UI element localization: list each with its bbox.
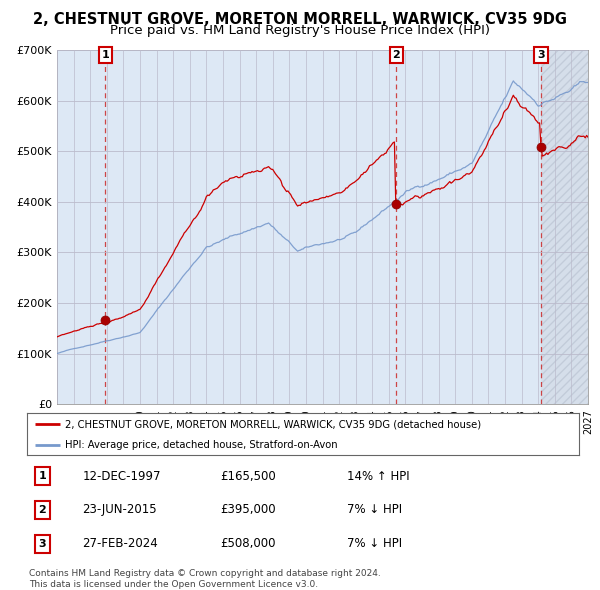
Text: Contains HM Land Registry data © Crown copyright and database right 2024.
This d: Contains HM Land Registry data © Crown c… bbox=[29, 569, 380, 589]
Text: £395,000: £395,000 bbox=[220, 503, 276, 516]
Text: 23-JUN-2015: 23-JUN-2015 bbox=[82, 503, 157, 516]
Text: 3: 3 bbox=[38, 539, 46, 549]
Text: 1: 1 bbox=[38, 471, 46, 481]
Text: 2, CHESTNUT GROVE, MORETON MORRELL, WARWICK, CV35 9DG: 2, CHESTNUT GROVE, MORETON MORRELL, WARW… bbox=[33, 12, 567, 27]
Text: HPI: Average price, detached house, Stratford-on-Avon: HPI: Average price, detached house, Stra… bbox=[65, 440, 337, 450]
Text: 2, CHESTNUT GROVE, MORETON MORRELL, WARWICK, CV35 9DG (detached house): 2, CHESTNUT GROVE, MORETON MORRELL, WARW… bbox=[65, 419, 481, 430]
Text: 7% ↓ HPI: 7% ↓ HPI bbox=[347, 503, 402, 516]
Text: 12-DEC-1997: 12-DEC-1997 bbox=[82, 470, 161, 483]
Text: £508,000: £508,000 bbox=[220, 537, 276, 550]
Text: 2: 2 bbox=[38, 505, 46, 515]
Text: 27-FEB-2024: 27-FEB-2024 bbox=[82, 537, 158, 550]
Text: 14% ↑ HPI: 14% ↑ HPI bbox=[347, 470, 410, 483]
Text: 7% ↓ HPI: 7% ↓ HPI bbox=[347, 537, 402, 550]
Text: 3: 3 bbox=[537, 50, 545, 60]
Text: 2: 2 bbox=[392, 50, 400, 60]
Bar bbox=[541, 50, 588, 404]
Text: 1: 1 bbox=[101, 50, 109, 60]
Text: £165,500: £165,500 bbox=[220, 470, 276, 483]
Bar bbox=[541, 50, 588, 404]
Text: Price paid vs. HM Land Registry's House Price Index (HPI): Price paid vs. HM Land Registry's House … bbox=[110, 24, 490, 37]
